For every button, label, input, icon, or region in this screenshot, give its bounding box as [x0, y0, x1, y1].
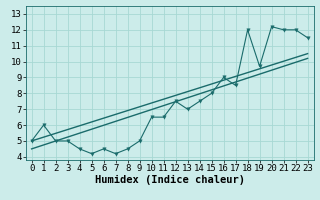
X-axis label: Humidex (Indice chaleur): Humidex (Indice chaleur)	[95, 175, 244, 185]
